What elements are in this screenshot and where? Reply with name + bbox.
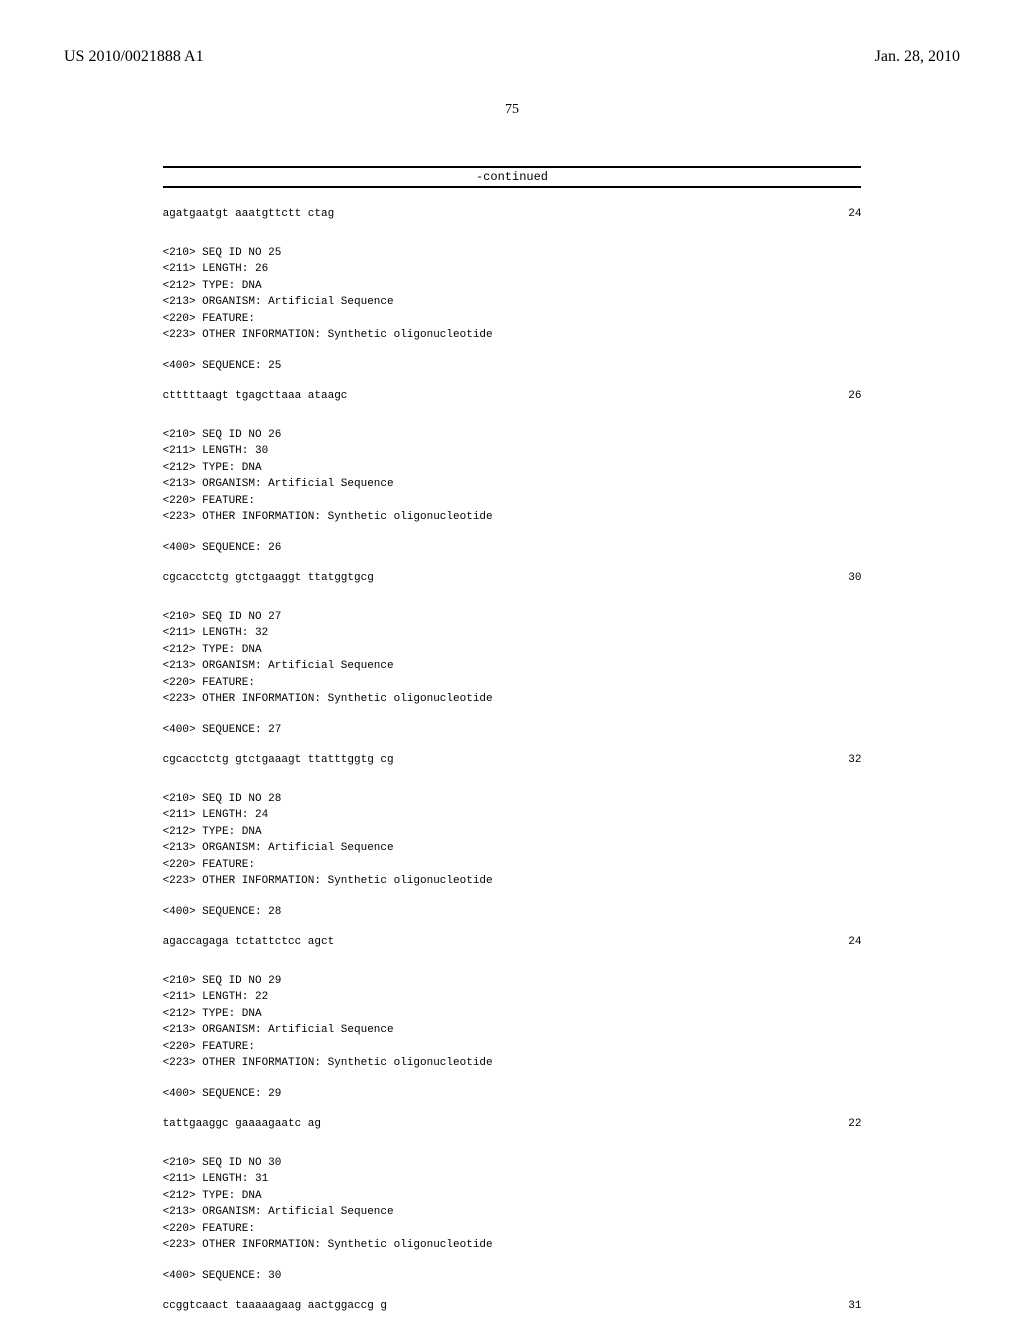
- sequence-text: agatgaatgt aaatgttctt ctag: [163, 206, 335, 223]
- sequence-row: tattgaaggc gaaaagaatc ag 22: [163, 1116, 862, 1133]
- sequence-row: agaccagaga tctattctcc agct 24: [163, 934, 862, 951]
- sequence-text: cgcacctctg gtctgaaagt ttatttggtg cg: [163, 752, 394, 769]
- sequence-length: 22: [848, 1116, 861, 1133]
- sequence-length: 31: [848, 1298, 861, 1315]
- content-block: agatgaatgt aaatgttctt ctag 24 <210> SEQ ID…: [163, 206, 862, 1315]
- sequence-text: cgcacctctg gtctgaaggt ttatggtgcg: [163, 570, 374, 587]
- page-number: 75: [64, 102, 960, 118]
- continued-label: -continued: [163, 166, 862, 188]
- sequence-label: <400> SEQUENCE: 28: [163, 904, 862, 921]
- sequence-text: ccggtcaact taaaaagaag aactggaccg g: [163, 1298, 387, 1315]
- sequence-row: ctttttaagt tgagcttaaa ataagc 26: [163, 388, 862, 405]
- sequence-text: tattgaaggc gaaaagaatc ag: [163, 1116, 321, 1133]
- publication-number: US 2010/0021888 A1: [64, 48, 204, 66]
- metadata-block: <210> SEQ ID NO 30 <211> LENGTH: 31 <212…: [163, 1155, 862, 1254]
- publication-date: Jan. 28, 2010: [875, 48, 960, 66]
- sequence-text: ctttttaagt tgagcttaaa ataagc: [163, 388, 348, 405]
- metadata-block: <210> SEQ ID NO 29 <211> LENGTH: 22 <212…: [163, 973, 862, 1072]
- sequence-row: cgcacctctg gtctgaaggt ttatggtgcg 30: [163, 570, 862, 587]
- header-row: US 2010/0021888 A1 Jan. 28, 2010: [64, 48, 960, 66]
- sequence-label: <400> SEQUENCE: 27: [163, 722, 862, 739]
- sequence-label: <400> SEQUENCE: 29: [163, 1086, 862, 1103]
- sequence-label: <400> SEQUENCE: 30: [163, 1268, 862, 1285]
- sequence-length: 26: [848, 388, 861, 405]
- sequence-label: <400> SEQUENCE: 26: [163, 540, 862, 557]
- metadata-block: <210> SEQ ID NO 25 <211> LENGTH: 26 <212…: [163, 245, 862, 344]
- sequence-length: 30: [848, 570, 861, 587]
- sequence-length: 32: [848, 752, 861, 769]
- metadata-block: <210> SEQ ID NO 28 <211> LENGTH: 24 <212…: [163, 791, 862, 890]
- metadata-block: <210> SEQ ID NO 27 <211> LENGTH: 32 <212…: [163, 609, 862, 708]
- metadata-block: <210> SEQ ID NO 26 <211> LENGTH: 30 <212…: [163, 427, 862, 526]
- sequence-length: 24: [848, 934, 861, 951]
- sequence-row: cgcacctctg gtctgaaagt ttatttggtg cg 32: [163, 752, 862, 769]
- sequence-text: agaccagaga tctattctcc agct: [163, 934, 335, 951]
- sequence-label: <400> SEQUENCE: 25: [163, 358, 862, 375]
- sequence-row: ccggtcaact taaaaagaag aactggaccg g 31: [163, 1298, 862, 1315]
- sequence-row: agatgaatgt aaatgttctt ctag 24: [163, 206, 862, 223]
- sequence-length: 24: [848, 206, 861, 223]
